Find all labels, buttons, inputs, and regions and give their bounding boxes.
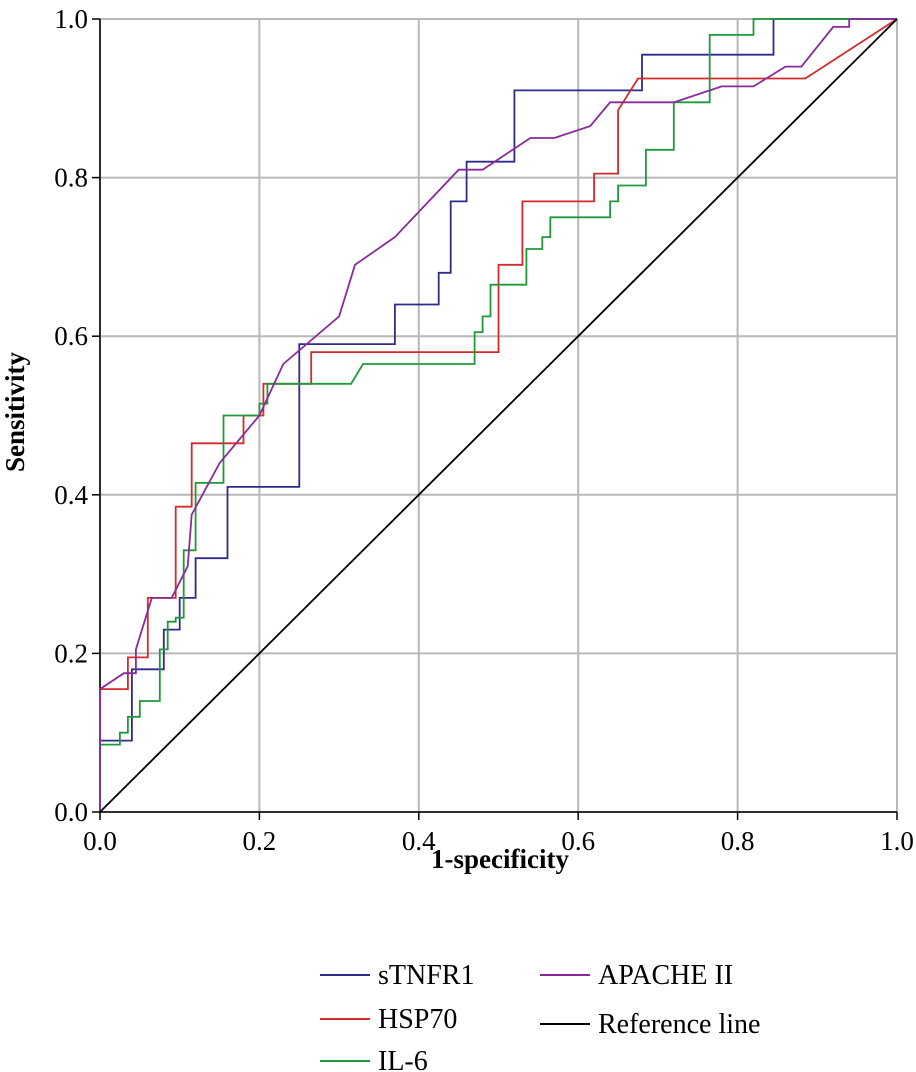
x-tick-label: 0.4 [402, 826, 436, 856]
x-tick-label: 0.2 [243, 826, 277, 856]
y-tick-label: 0.6 [54, 321, 88, 351]
plot-area [99, 19, 897, 813]
y-tick-label: 0.2 [54, 638, 88, 668]
legend-label: Reference line [598, 1009, 760, 1040]
series-layer [99, 18, 898, 813]
x-tick-label: 0.8 [721, 826, 755, 856]
y-axis-ticks: 0.0 0.2 0.4 0.6 0.8 1.0 [54, 4, 100, 827]
series-line-reference-line [99, 18, 898, 813]
x-tick-label: 0.6 [561, 826, 595, 856]
y-tick-label: 0.4 [54, 480, 88, 510]
legend-item-apache-ii: APACHE II [540, 960, 733, 991]
legend-item-il-6: IL-6 [320, 1046, 428, 1072]
legend-item-stnfr1: sTNFR1 [320, 960, 474, 991]
x-tick-label: 0.0 [83, 826, 117, 856]
legend-label: APACHE II [598, 960, 733, 991]
legend-label: HSP70 [378, 1004, 457, 1035]
y-tick-label: 0.0 [54, 797, 88, 827]
legend-item-hsp70: HSP70 [320, 1004, 457, 1035]
x-axis-title: 1-specificity [431, 844, 569, 874]
series-line-hsp70 [99, 18, 898, 812]
x-axis-ticks: 0.0 0.2 0.4 0.6 0.8 1.0 [83, 812, 914, 856]
legend: sTNFR1 HSP70 IL-6 APACHE II Reference line [320, 960, 760, 1072]
x-tick-label: 1.0 [880, 826, 914, 856]
series-line-il-6 [99, 18, 897, 812]
series-line-apache-ii [99, 18, 897, 812]
grid [99, 18, 898, 813]
y-axis-title: Sensitivity [0, 351, 30, 472]
legend-label: sTNFR1 [378, 960, 474, 991]
y-tick-label: 0.8 [54, 163, 88, 193]
series-line-stnfr1 [99, 18, 897, 812]
y-tick-label: 1.0 [54, 4, 88, 34]
legend-label: IL-6 [378, 1046, 428, 1072]
legend-item-reference-line: Reference line [540, 1009, 760, 1040]
